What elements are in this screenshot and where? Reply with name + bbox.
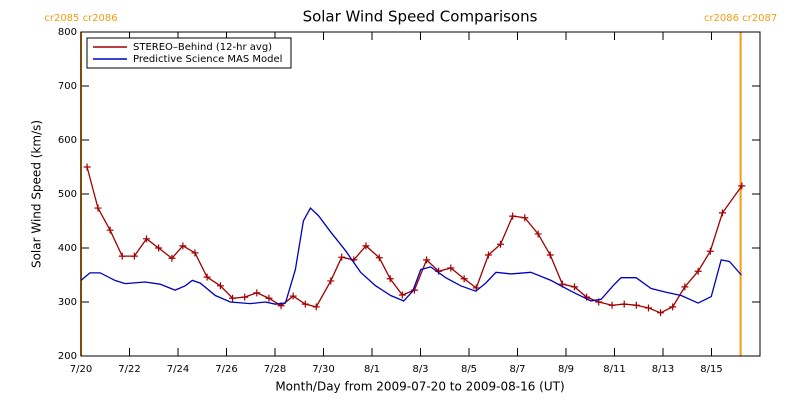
marker	[423, 256, 431, 264]
x-tick-label: 8/3	[412, 364, 428, 375]
marker	[570, 283, 578, 291]
marker	[229, 294, 237, 302]
marker	[620, 300, 628, 308]
x-tick-label: 7/20	[70, 364, 92, 375]
marker	[203, 273, 211, 281]
marker	[447, 264, 455, 272]
marker	[718, 209, 726, 217]
marker	[669, 303, 677, 311]
marker	[398, 291, 406, 299]
x-tick-label: 7/30	[312, 364, 334, 375]
y-axis-label: Solar Wind Speed (km/s)	[30, 120, 44, 268]
y-tick-label: 800	[58, 27, 77, 38]
marker	[694, 267, 702, 275]
marker	[191, 249, 199, 257]
x-tick-label: 8/11	[603, 364, 625, 375]
marker	[509, 212, 517, 220]
marker	[216, 282, 224, 290]
marker	[608, 301, 616, 309]
marker	[142, 235, 150, 243]
y-tick-label: 300	[58, 297, 77, 308]
y-tick-label: 200	[58, 351, 77, 362]
marker	[179, 242, 187, 250]
y-tick-label: 700	[58, 81, 77, 92]
marker	[375, 254, 383, 262]
legend-label: STEREO–Behind (12-hr avg)	[133, 42, 272, 53]
marker	[327, 277, 335, 285]
marker	[312, 303, 320, 311]
boundary-label: cr2085 cr2086	[44, 13, 117, 24]
marker	[338, 253, 346, 261]
x-tick-label: 8/13	[652, 364, 674, 375]
marker	[738, 182, 746, 190]
marker	[241, 293, 249, 301]
marker	[484, 251, 492, 259]
marker	[168, 254, 176, 262]
marker	[386, 275, 394, 283]
x-tick-label: 7/22	[118, 364, 140, 375]
marker	[253, 289, 261, 297]
marker	[681, 283, 689, 291]
marker	[521, 214, 529, 222]
series-line	[80, 206, 742, 305]
marker	[362, 242, 370, 250]
marker	[546, 251, 554, 259]
marker	[289, 292, 297, 300]
x-tick-label: 8/5	[461, 364, 477, 375]
chart-title: Solar Wind Speed Comparisons	[303, 8, 538, 26]
legend-box	[86, 37, 292, 69]
marker	[118, 252, 126, 260]
marker	[497, 240, 505, 248]
x-tick-label: 7/28	[264, 364, 286, 375]
marker	[106, 226, 114, 234]
marker	[83, 163, 91, 171]
x-tick-label: 7/26	[215, 364, 237, 375]
marker	[94, 204, 102, 212]
y-tick-label: 500	[58, 189, 77, 200]
marker	[265, 294, 273, 302]
marker	[301, 300, 309, 308]
x-tick-label: 8/1	[364, 364, 380, 375]
legend-label: Predictive Science MAS Model	[133, 54, 282, 65]
boundary-label: cr2086 cr2087	[704, 13, 777, 24]
marker	[460, 275, 468, 283]
x-axis-label: Month/Day from 2009-07-20 to 2009-08-16 …	[275, 380, 564, 394]
marker	[130, 252, 138, 260]
marker	[644, 304, 652, 312]
marker	[657, 309, 665, 317]
y-tick-label: 400	[58, 243, 77, 254]
y-tick-label: 600	[58, 135, 77, 146]
x-tick-label: 8/15	[700, 364, 722, 375]
marker	[155, 244, 163, 252]
x-tick-label: 8/9	[558, 364, 574, 375]
x-tick-label: 7/24	[167, 364, 189, 375]
marker	[534, 230, 542, 238]
marker	[706, 247, 714, 255]
x-tick-label: 8/7	[509, 364, 525, 375]
marker	[632, 301, 640, 309]
plot-frame	[80, 31, 761, 357]
